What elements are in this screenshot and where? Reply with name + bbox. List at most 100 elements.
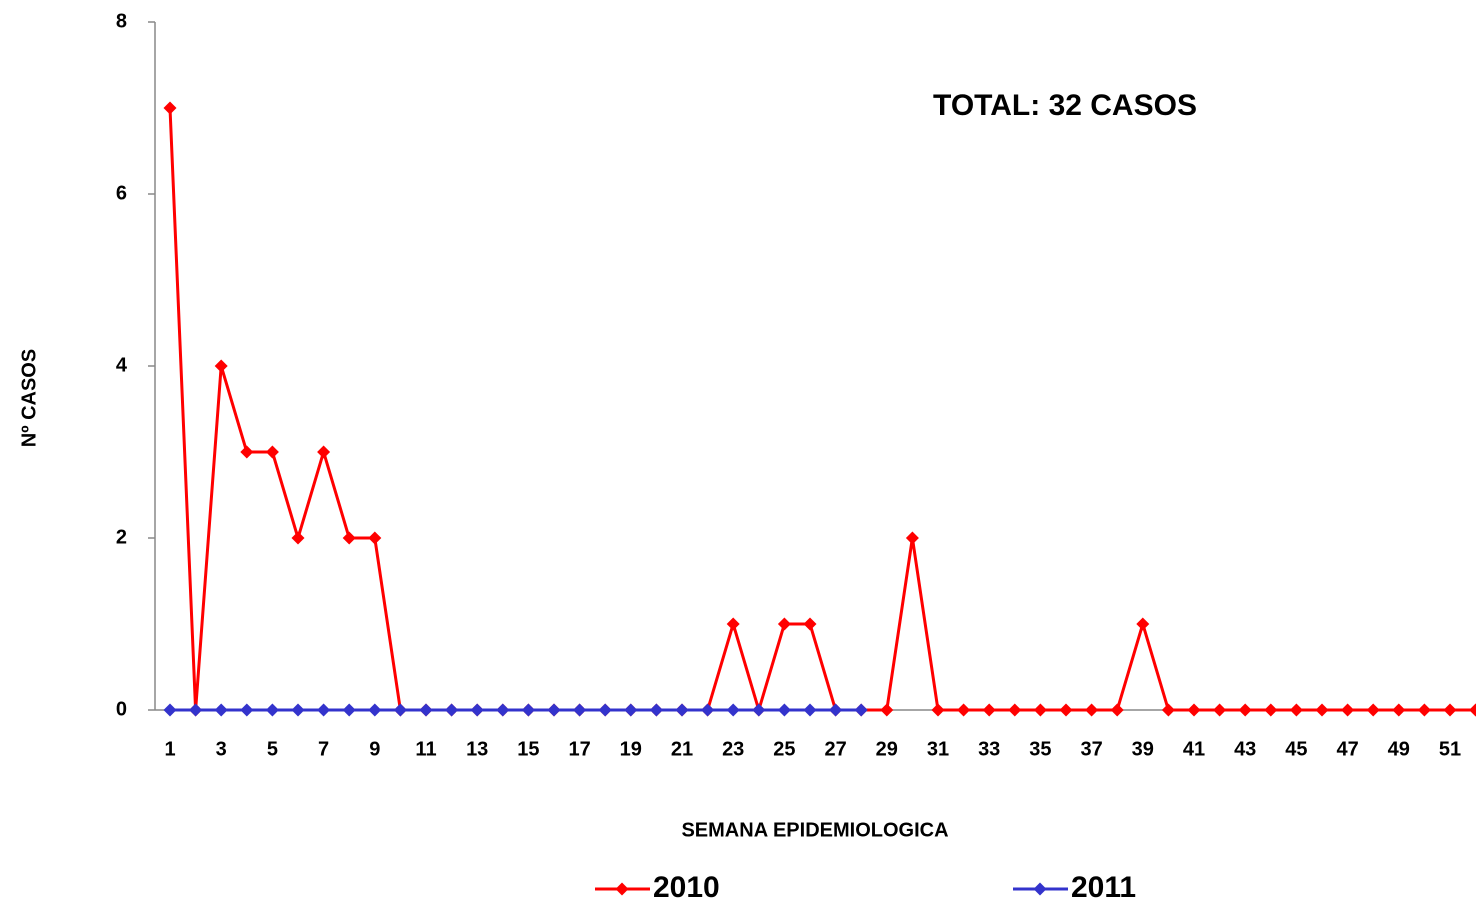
point-marker bbox=[1315, 703, 1329, 717]
annotation: TOTAL: 32 CASOS bbox=[933, 89, 1197, 122]
point-marker bbox=[163, 101, 177, 115]
x-tick-label: 47 bbox=[1336, 738, 1358, 760]
point-marker bbox=[265, 445, 279, 459]
point-marker bbox=[701, 703, 715, 717]
x-tick-label: 27 bbox=[824, 738, 846, 760]
series-line bbox=[168, 107, 1476, 716]
x-tick-label: 45 bbox=[1285, 738, 1307, 760]
point-marker bbox=[1392, 703, 1406, 717]
point-marker bbox=[854, 703, 868, 717]
point-marker bbox=[342, 703, 356, 717]
point-marker bbox=[880, 703, 894, 717]
x-axis-label: SEMANA EPIDEMIOLOGICA bbox=[681, 819, 948, 841]
y-tick-label: 8 bbox=[116, 10, 127, 32]
point-marker bbox=[1289, 703, 1303, 717]
x-tick-label: 37 bbox=[1080, 738, 1102, 760]
x-tick-label: 43 bbox=[1234, 738, 1256, 760]
point-marker bbox=[368, 703, 382, 717]
x-tick-label: 5 bbox=[267, 738, 278, 760]
point-marker bbox=[982, 703, 996, 717]
point-marker bbox=[598, 703, 612, 717]
x-tick-label: 9 bbox=[369, 738, 380, 760]
point-marker bbox=[624, 703, 638, 717]
point-marker bbox=[445, 703, 459, 717]
x-tick-label: 19 bbox=[620, 738, 642, 760]
point-marker bbox=[957, 703, 971, 717]
y-axis-label: Nº CASOS bbox=[18, 349, 40, 447]
x-tick-label: 13 bbox=[466, 738, 488, 760]
x-tick-label: 39 bbox=[1132, 738, 1154, 760]
y-tick-label: 0 bbox=[116, 698, 127, 720]
point-marker bbox=[1443, 703, 1457, 717]
y-tick-label: 6 bbox=[116, 182, 127, 204]
point-marker bbox=[521, 703, 535, 717]
point-marker bbox=[675, 703, 689, 717]
point-marker bbox=[829, 703, 843, 717]
point-marker bbox=[1187, 703, 1201, 717]
legend-marker bbox=[615, 882, 629, 896]
point-marker bbox=[342, 531, 356, 545]
point-marker bbox=[163, 703, 177, 717]
point-marker bbox=[496, 703, 510, 717]
point-marker bbox=[214, 359, 228, 373]
point-marker bbox=[1033, 703, 1047, 717]
point-marker bbox=[803, 617, 817, 631]
x-tick-label: 11 bbox=[415, 738, 436, 760]
x-tick-label: 23 bbox=[722, 738, 744, 760]
point-marker bbox=[1469, 703, 1476, 717]
legend-label: 2010 bbox=[653, 871, 720, 904]
point-marker bbox=[1110, 703, 1124, 717]
point-marker bbox=[368, 531, 382, 545]
point-marker bbox=[189, 703, 203, 717]
point-marker bbox=[1341, 703, 1355, 717]
x-tick-label: 33 bbox=[978, 738, 1000, 760]
point-marker bbox=[240, 703, 254, 717]
point-marker bbox=[1213, 703, 1227, 717]
point-marker bbox=[726, 617, 740, 631]
point-marker bbox=[547, 703, 561, 717]
x-tick-label: 41 bbox=[1183, 738, 1205, 760]
x-tick-label: 1 bbox=[164, 738, 175, 760]
point-marker bbox=[291, 703, 305, 717]
point-marker bbox=[777, 617, 791, 631]
point-marker bbox=[573, 703, 587, 717]
point-marker bbox=[803, 703, 817, 717]
point-marker bbox=[1085, 703, 1099, 717]
point-marker bbox=[905, 531, 919, 545]
x-tick-label: 7 bbox=[318, 738, 329, 760]
point-marker bbox=[1238, 703, 1252, 717]
y-tick-label: 2 bbox=[116, 526, 127, 548]
point-marker bbox=[1059, 703, 1073, 717]
x-tick-label: 25 bbox=[773, 738, 795, 760]
point-marker bbox=[317, 445, 331, 459]
point-marker bbox=[752, 703, 766, 717]
point-marker bbox=[265, 703, 279, 717]
point-marker bbox=[726, 703, 740, 717]
point-marker bbox=[1417, 703, 1431, 717]
point-marker bbox=[470, 703, 484, 717]
point-marker bbox=[1264, 703, 1278, 717]
point-marker bbox=[649, 703, 663, 717]
point-marker bbox=[317, 703, 331, 717]
point-marker bbox=[1008, 703, 1022, 717]
point-marker bbox=[291, 531, 305, 545]
y-tick-label: 4 bbox=[116, 354, 128, 376]
x-tick-label: 21 bbox=[671, 738, 693, 760]
legend-label: 2011 bbox=[1071, 871, 1136, 904]
x-tick-label: 29 bbox=[876, 738, 898, 760]
point-marker bbox=[240, 445, 254, 459]
point-marker bbox=[214, 703, 228, 717]
point-marker bbox=[393, 703, 407, 717]
x-tick-label: 35 bbox=[1029, 738, 1051, 760]
point-marker bbox=[1366, 703, 1380, 717]
point-marker bbox=[931, 703, 945, 717]
x-tick-label: 31 bbox=[927, 738, 949, 760]
x-tick-label: 15 bbox=[517, 738, 539, 760]
point-marker bbox=[777, 703, 791, 717]
legend-marker bbox=[1033, 882, 1047, 896]
point-marker bbox=[1161, 703, 1175, 717]
point-marker bbox=[419, 703, 433, 717]
point-marker bbox=[1136, 617, 1150, 631]
x-tick-label: 49 bbox=[1388, 738, 1410, 760]
